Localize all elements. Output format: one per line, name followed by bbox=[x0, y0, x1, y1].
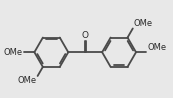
Text: OMe: OMe bbox=[18, 76, 37, 85]
Text: OMe: OMe bbox=[147, 43, 166, 52]
Text: OMe: OMe bbox=[134, 20, 153, 29]
Text: O: O bbox=[82, 31, 89, 40]
Text: OMe: OMe bbox=[4, 48, 23, 57]
